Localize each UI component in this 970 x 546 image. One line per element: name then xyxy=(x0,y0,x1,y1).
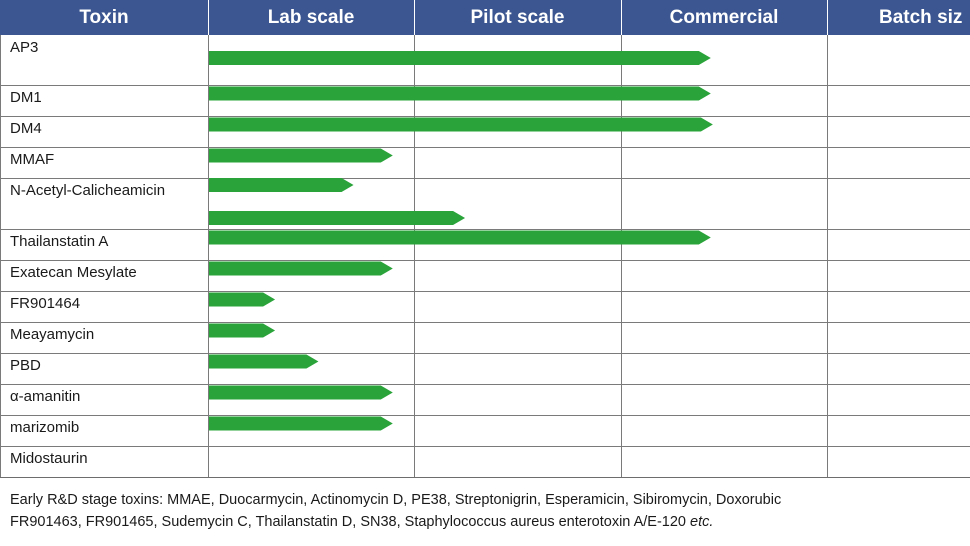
table-header: Toxin Lab scale Pilot scale Commercial Batch… xyxy=(0,0,970,35)
footer-line-2-text: FR901463, FR901465, Sudemycin C, Thailan… xyxy=(10,514,691,530)
column-header-commercial: Commercial xyxy=(669,7,779,28)
row-label: Thailanstatin A xyxy=(10,233,109,250)
progress-bar-arrow xyxy=(209,230,711,245)
progress-bar-arrow xyxy=(209,178,354,192)
progress-bar-arrow xyxy=(209,323,276,338)
column-header-toxin: Toxin xyxy=(79,7,129,28)
progress-bar-arrow xyxy=(209,416,393,431)
header-separator xyxy=(621,0,622,35)
column-header-batch-siz: Batch siz xyxy=(879,7,963,28)
progress-bar-arrow xyxy=(209,354,319,369)
header-separator xyxy=(208,0,209,35)
progress-bar-arrow xyxy=(209,51,711,65)
header-separator xyxy=(414,0,415,35)
row-label: Midostaurin xyxy=(10,450,88,467)
footer-line-2: FR901463, FR901465, Sudemycin C, Thailan… xyxy=(10,512,713,532)
progress-bar-arrow xyxy=(209,211,466,225)
row-label: MMAF xyxy=(10,151,55,168)
column-header-lab-scale: Lab scale xyxy=(267,7,355,28)
row-label: PBD xyxy=(10,357,41,374)
row-label: Exatecan Mesylate xyxy=(10,264,137,281)
progress-bar-arrow xyxy=(209,292,276,307)
footer-line-1: Early R&D stage toxins: MMAE, Duocarmyci… xyxy=(10,492,782,508)
row-label: DM4 xyxy=(10,120,42,137)
column-header-pilot-scale: Pilot scale xyxy=(470,7,565,28)
header-separator xyxy=(827,0,828,35)
row-label: DM1 xyxy=(10,89,42,106)
progress-bar-arrow xyxy=(209,117,713,132)
progress-bar-arrow xyxy=(209,261,393,276)
row-label: Meayamycin xyxy=(10,326,95,343)
footer-note: Early R&D stage toxins: MMAE, Duocarmyci… xyxy=(0,477,970,546)
progress-bar-arrow xyxy=(209,148,393,163)
row-label: FR901464 xyxy=(10,295,81,312)
row-label: AP3 xyxy=(10,39,39,56)
row-label: α-amanitin xyxy=(10,388,81,405)
progress-bar-arrow xyxy=(209,86,711,101)
row-label: N-Acetyl-Calicheamicin xyxy=(10,182,166,199)
row-label: marizomib xyxy=(10,419,80,436)
progress-bar-arrow xyxy=(209,385,393,400)
footer-line-2-etc: etc. xyxy=(690,514,714,530)
